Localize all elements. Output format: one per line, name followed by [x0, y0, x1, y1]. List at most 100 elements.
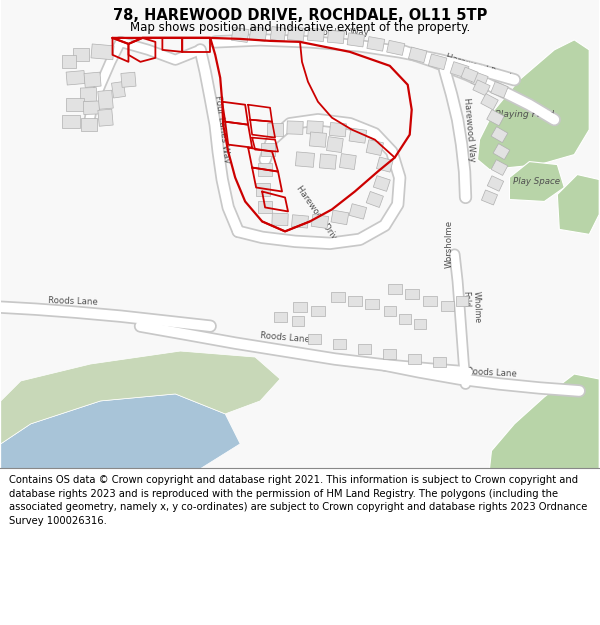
- Polygon shape: [258, 201, 272, 213]
- Polygon shape: [292, 316, 304, 326]
- Polygon shape: [91, 44, 114, 60]
- Polygon shape: [433, 357, 446, 367]
- Polygon shape: [256, 183, 270, 196]
- Text: Playing Field: Playing Field: [495, 110, 554, 119]
- Polygon shape: [258, 163, 272, 176]
- Polygon shape: [367, 37, 385, 51]
- Polygon shape: [366, 191, 383, 208]
- Text: Harewood Drive: Harewood Drive: [295, 184, 341, 246]
- Polygon shape: [329, 122, 346, 137]
- Polygon shape: [478, 40, 589, 169]
- Polygon shape: [80, 118, 97, 131]
- Polygon shape: [383, 349, 396, 359]
- Polygon shape: [471, 72, 488, 88]
- Polygon shape: [232, 28, 249, 43]
- Polygon shape: [450, 62, 469, 78]
- Polygon shape: [326, 137, 343, 152]
- Polygon shape: [319, 154, 337, 169]
- Polygon shape: [481, 190, 497, 205]
- Polygon shape: [1, 394, 240, 469]
- Polygon shape: [307, 28, 325, 42]
- Polygon shape: [409, 47, 427, 63]
- Polygon shape: [331, 292, 345, 302]
- Text: Wholme
Fold: Wholme Fold: [461, 291, 482, 324]
- Polygon shape: [487, 176, 503, 191]
- Polygon shape: [334, 339, 346, 349]
- Polygon shape: [311, 306, 325, 316]
- Polygon shape: [84, 72, 101, 88]
- Polygon shape: [287, 121, 303, 134]
- Text: Roods Lane: Roods Lane: [260, 331, 310, 344]
- Polygon shape: [308, 334, 322, 344]
- Text: Worsholme: Worsholme: [445, 220, 454, 268]
- Text: Harewood Way: Harewood Way: [461, 97, 476, 162]
- Polygon shape: [366, 140, 383, 156]
- Polygon shape: [328, 30, 344, 44]
- Polygon shape: [408, 354, 421, 364]
- Polygon shape: [62, 56, 76, 68]
- Polygon shape: [66, 71, 85, 85]
- Polygon shape: [399, 314, 411, 324]
- Text: 78, HAREWOOD DRIVE, ROCHDALE, OL11 5TP: 78, HAREWOOD DRIVE, ROCHDALE, OL11 5TP: [113, 8, 487, 23]
- Polygon shape: [80, 88, 97, 102]
- Text: Four Lanes Way: Four Lanes Way: [213, 95, 232, 164]
- Polygon shape: [365, 299, 379, 309]
- Polygon shape: [441, 301, 454, 311]
- Polygon shape: [491, 159, 508, 176]
- Polygon shape: [461, 67, 478, 82]
- Polygon shape: [311, 214, 329, 229]
- Polygon shape: [455, 296, 467, 306]
- Text: Map shows position and indicative extent of the property.: Map shows position and indicative extent…: [130, 21, 470, 34]
- Polygon shape: [295, 152, 314, 168]
- Polygon shape: [349, 128, 367, 143]
- Text: Harewood Road: Harewood Road: [444, 52, 511, 82]
- Polygon shape: [386, 41, 405, 56]
- Polygon shape: [261, 143, 275, 156]
- Polygon shape: [112, 81, 125, 98]
- Polygon shape: [83, 101, 100, 114]
- Polygon shape: [250, 26, 267, 41]
- Polygon shape: [307, 121, 323, 134]
- Polygon shape: [1, 351, 280, 444]
- Text: Norden Way: Norden Way: [316, 28, 368, 37]
- Polygon shape: [274, 312, 287, 322]
- Polygon shape: [98, 109, 113, 126]
- Polygon shape: [62, 115, 80, 128]
- Polygon shape: [493, 144, 510, 159]
- Polygon shape: [490, 374, 599, 469]
- Polygon shape: [358, 344, 371, 354]
- Polygon shape: [509, 162, 564, 201]
- Text: Play Space: Play Space: [513, 177, 560, 186]
- Text: Roods Lane: Roods Lane: [466, 368, 517, 379]
- Polygon shape: [487, 109, 504, 126]
- Polygon shape: [373, 176, 390, 191]
- Polygon shape: [272, 213, 288, 226]
- Polygon shape: [340, 154, 356, 169]
- Polygon shape: [347, 33, 365, 47]
- Text: Roods Lane: Roods Lane: [47, 296, 98, 307]
- Polygon shape: [270, 26, 286, 41]
- Polygon shape: [121, 72, 136, 88]
- Polygon shape: [491, 82, 508, 98]
- Polygon shape: [310, 132, 326, 148]
- Polygon shape: [1, 0, 599, 469]
- Text: Contains OS data © Crown copyright and database right 2021. This information is : Contains OS data © Crown copyright and d…: [9, 475, 587, 526]
- Polygon shape: [481, 94, 498, 110]
- Polygon shape: [267, 123, 283, 136]
- Polygon shape: [349, 204, 367, 219]
- Polygon shape: [473, 80, 490, 96]
- Polygon shape: [384, 306, 396, 316]
- Polygon shape: [287, 27, 305, 41]
- Polygon shape: [331, 210, 349, 225]
- Polygon shape: [491, 127, 508, 142]
- Polygon shape: [348, 296, 362, 306]
- Polygon shape: [73, 48, 89, 61]
- Polygon shape: [557, 174, 599, 234]
- Polygon shape: [98, 90, 113, 109]
- Polygon shape: [422, 296, 437, 306]
- Polygon shape: [388, 284, 402, 294]
- Polygon shape: [293, 302, 307, 312]
- Polygon shape: [65, 98, 83, 111]
- Polygon shape: [376, 157, 393, 172]
- Polygon shape: [292, 215, 308, 228]
